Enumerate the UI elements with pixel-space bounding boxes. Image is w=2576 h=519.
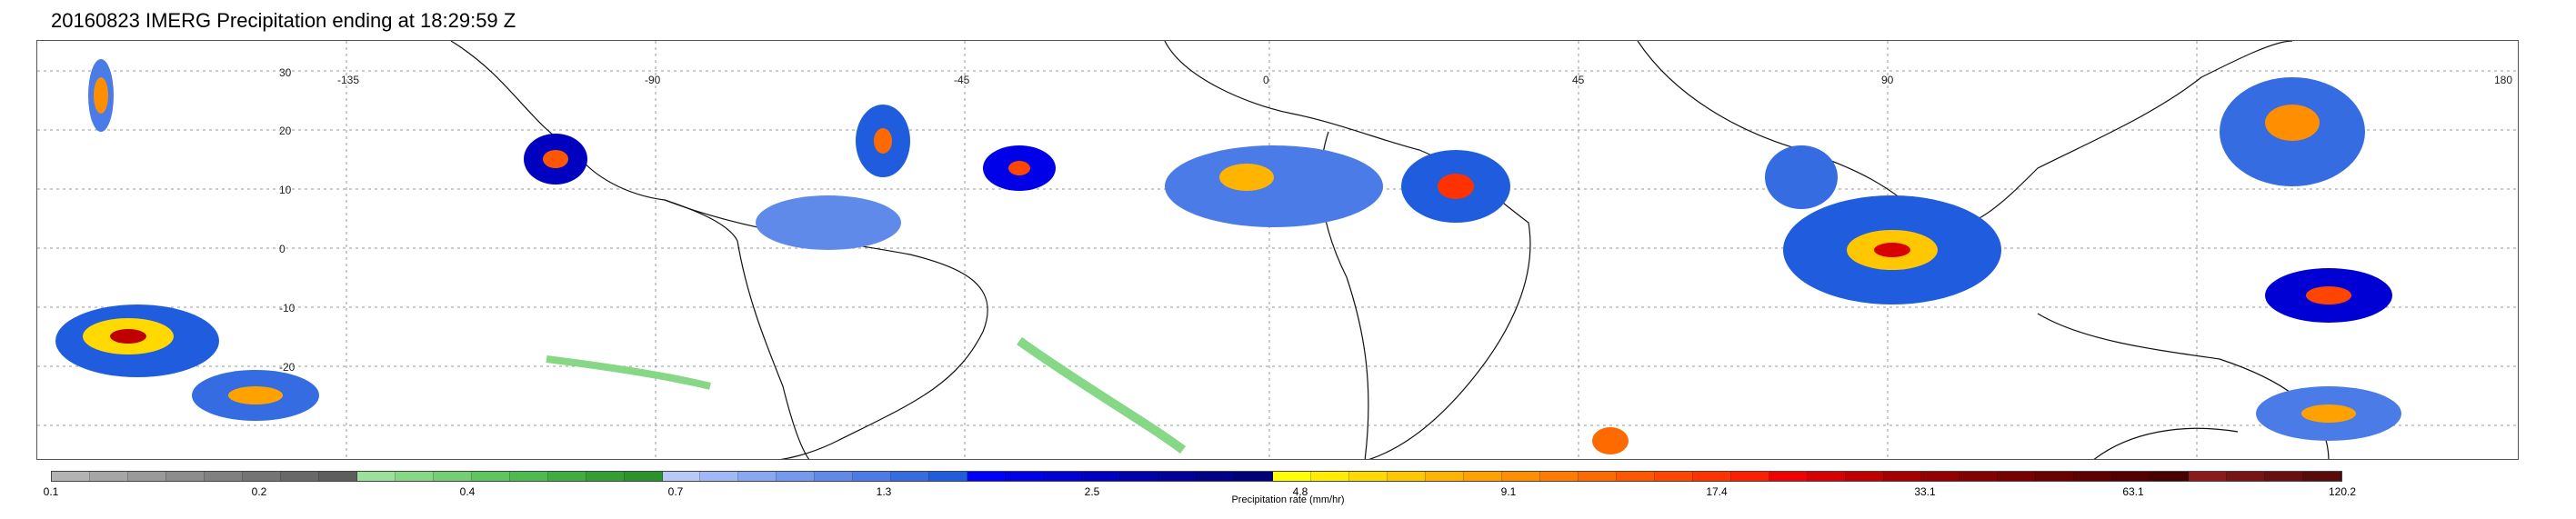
precipitation-cells — [55, 59, 2401, 454]
lon-label-0: 0 — [1263, 74, 1269, 86]
colorbar-swatch — [1197, 472, 1236, 481]
colorbar-swatch — [1310, 472, 1349, 481]
colorbar-swatch — [967, 472, 1007, 481]
colorbar-swatch — [2227, 472, 2266, 481]
colorbar-swatch — [1807, 472, 1846, 481]
colorbar-swatch — [2303, 472, 2342, 481]
colorbar-swatch — [2150, 472, 2190, 481]
lat-label-0: 0 — [279, 243, 286, 255]
colorbar-swatch — [1158, 472, 1198, 481]
colorbar-swatch — [242, 472, 281, 481]
colorbar-tick-3: 0.7 — [667, 485, 684, 498]
colorbar-swatch — [89, 472, 128, 481]
colorbar-swatch — [2112, 472, 2151, 481]
colorbar-swatch — [1082, 472, 1121, 481]
colorbar-swatch — [1998, 472, 2037, 481]
colorbar-swatch — [815, 472, 854, 481]
colorbar-swatch — [1425, 472, 1464, 481]
colorbar-swatch — [1463, 472, 1502, 481]
colorbar-swatch — [777, 472, 816, 481]
colorbar-tick-7: 9.1 — [1500, 485, 1517, 498]
colorbar-tick-6: 4.8 — [1292, 485, 1308, 498]
colorbar-tick-0: 0.1 — [43, 485, 59, 498]
lon-label-neg90: -90 — [645, 74, 661, 86]
lat-label-neg10: -10 — [279, 302, 296, 314]
lon-label-45: 45 — [1572, 74, 1585, 86]
colorbar-swatch — [52, 472, 90, 481]
colorbar-swatch — [1539, 472, 1579, 481]
lon-label-180: 180 — [2494, 74, 2513, 86]
colorbar-swatch — [1730, 472, 1769, 481]
colorbar — [51, 471, 2342, 482]
colorbar-swatch — [738, 472, 777, 481]
colorbar-swatch — [1501, 472, 1540, 481]
colorbar-swatch — [1044, 472, 1083, 481]
graticule — [37, 41, 2518, 459]
colorbar-swatch — [204, 472, 243, 481]
lat-label-20: 20 — [279, 125, 292, 137]
colorbar-tick-2: 0.4 — [459, 485, 476, 498]
lat-label-30: 30 — [279, 66, 292, 79]
colorbar-swatch — [700, 472, 739, 481]
precipitation-map: 30 20 10 0 -10 -20 -135 -90 -45 0 45 90 … — [36, 40, 2519, 460]
colorbar-swatch — [471, 472, 510, 481]
colorbar-swatch — [127, 472, 166, 481]
colorbar-swatch — [165, 472, 205, 481]
colorbar-swatch — [1006, 472, 1045, 481]
colorbar-swatch — [1654, 472, 1693, 481]
lat-label-10: 10 — [279, 184, 292, 196]
lat-label-neg20: -20 — [279, 361, 296, 374]
colorbar-swatch — [1921, 472, 1960, 481]
colorbar-swatch — [1883, 472, 1922, 481]
colorbar-tick-1: 0.2 — [251, 485, 267, 498]
colorbar-swatch — [929, 472, 968, 481]
colorbar-swatch — [2074, 472, 2113, 481]
colorbar-swatch — [1960, 472, 1999, 481]
colorbar-swatch — [1235, 472, 1273, 481]
colorbar-swatch — [395, 472, 434, 481]
colorbar-tick-11: 120.2 — [2328, 485, 2357, 498]
lon-label-neg45: -45 — [954, 74, 970, 86]
colorbar-swatch — [624, 472, 663, 481]
colorbar-swatch — [509, 472, 548, 481]
colorbar-swatch — [891, 472, 930, 481]
colorbar-swatch — [280, 472, 319, 481]
colorbar-swatch — [2036, 472, 2075, 481]
colorbar-swatch — [1692, 472, 1731, 481]
colorbar-tick-10: 63.1 — [2122, 485, 2144, 498]
colorbar-swatch — [586, 472, 625, 481]
colorbar-label: Precipitation rate (mm/hr) — [1231, 494, 1345, 505]
colorbar-swatch — [2189, 472, 2228, 481]
colorbar-swatch — [1769, 472, 1808, 481]
colorbar-swatch — [318, 472, 357, 481]
colorbar-swatch — [547, 472, 586, 481]
colorbar-swatch — [1120, 472, 1159, 481]
colorbar-swatch — [2265, 472, 2304, 481]
colorbar-swatch — [433, 472, 472, 481]
colorbar-swatch — [1273, 472, 1311, 481]
colorbar-swatch — [853, 472, 892, 481]
colorbar-swatch — [1616, 472, 1655, 481]
colorbar-swatch — [1348, 472, 1388, 481]
map-title: 20160823 IMERG Precipitation ending at 1… — [51, 9, 516, 32]
colorbar-tick-5: 2.5 — [1084, 485, 1100, 498]
colorbar-swatch — [1845, 472, 1884, 481]
colorbar-tick-4: 1.3 — [876, 485, 892, 498]
colorbar-swatch — [662, 472, 701, 481]
colorbar-swatch — [1387, 472, 1426, 481]
coastlines — [450, 41, 2330, 459]
colorbar-tick-9: 33.1 — [1914, 485, 1936, 498]
lon-label-neg135: -135 — [337, 74, 360, 86]
colorbar-tick-8: 17.4 — [1706, 485, 1728, 498]
colorbar-swatch — [1578, 472, 1617, 481]
lon-label-90: 90 — [1881, 74, 1894, 86]
colorbar-swatch — [356, 472, 396, 481]
map-canvas — [37, 41, 2518, 459]
